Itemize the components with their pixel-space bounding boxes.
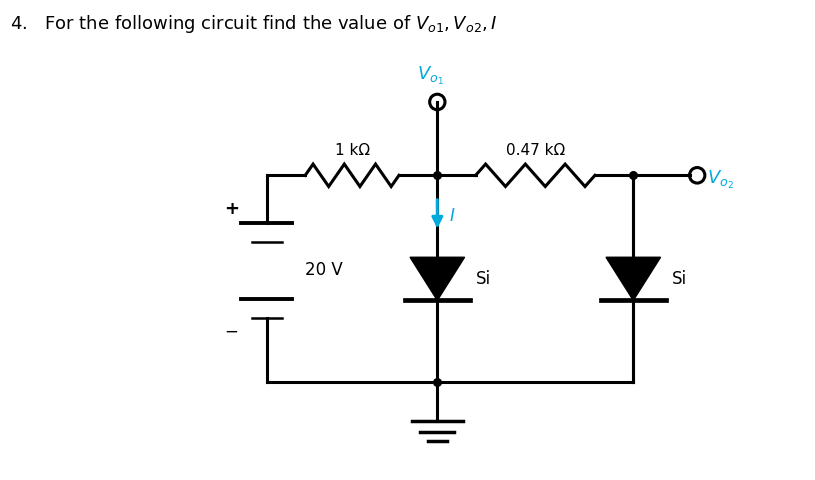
Text: Si: Si [672,270,687,288]
Text: 4.   For the following circuit find the value of $V_{o1}, V_{o2}, I$: 4. For the following circuit find the va… [10,13,497,35]
Text: $V_{o_1}$: $V_{o_1}$ [417,65,444,87]
Text: 20 V: 20 V [306,261,343,279]
Text: 0.47 kΩ: 0.47 kΩ [505,143,565,158]
Text: $-$: $-$ [224,322,238,340]
Text: $I$: $I$ [449,207,456,225]
Polygon shape [606,257,661,300]
Text: Si: Si [476,270,491,288]
Text: +: + [223,201,239,218]
Text: 1 kΩ: 1 kΩ [334,143,370,158]
Polygon shape [410,257,465,300]
Text: $V_{o_2}$: $V_{o_2}$ [707,168,734,191]
